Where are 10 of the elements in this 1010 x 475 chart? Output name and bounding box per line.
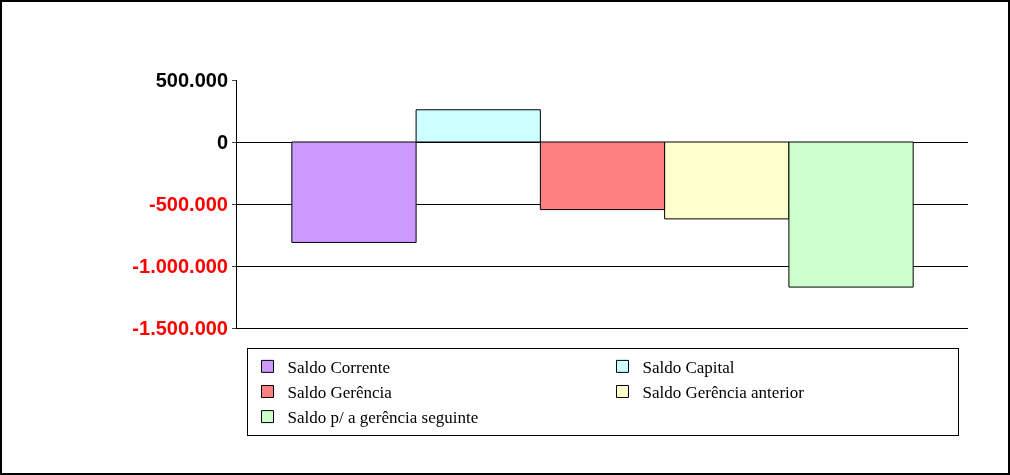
legend-label: Saldo Capital <box>642 358 735 378</box>
legend-label: Saldo Corrente <box>287 358 390 378</box>
y-tick-label: 500.000 <box>155 69 228 91</box>
y-tick-label: 0 <box>216 131 228 153</box>
legend-label: Saldo Gerência anterior <box>642 383 805 403</box>
y-tick-label: -1.000.000 <box>132 255 228 277</box>
legend-label: Saldo p/ a gerência seguinte <box>287 408 479 428</box>
y-tick-label: -500.000 <box>149 193 228 215</box>
legend-label: Saldo Gerência <box>287 383 393 403</box>
y-tick-label: -1.500.000 <box>132 317 228 339</box>
